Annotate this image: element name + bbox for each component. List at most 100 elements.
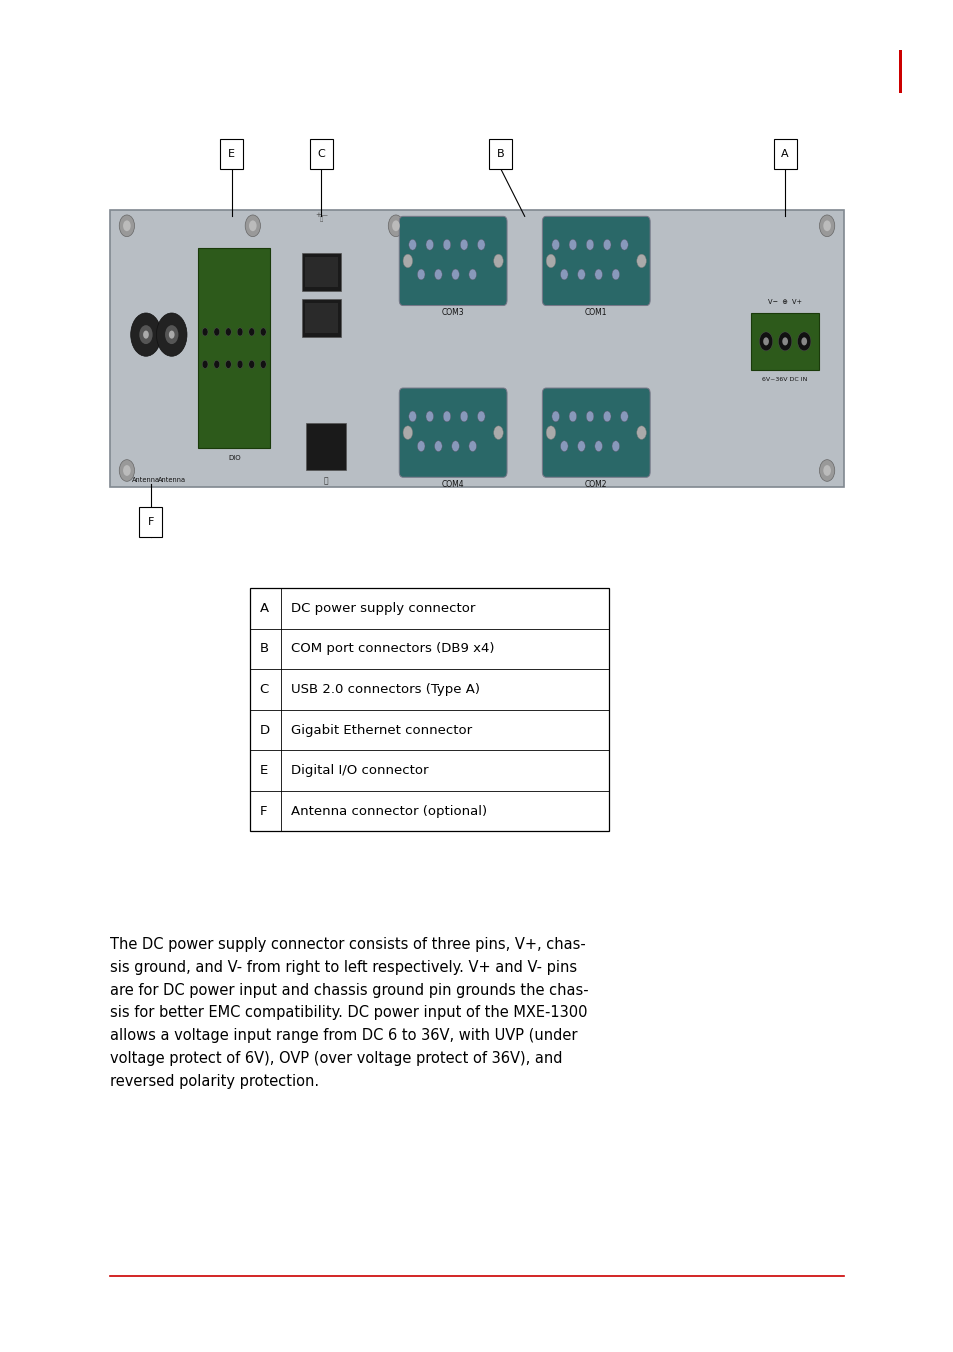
Circle shape: [417, 441, 425, 452]
Circle shape: [637, 254, 646, 268]
Circle shape: [452, 441, 458, 452]
Text: C: C: [317, 149, 325, 160]
Circle shape: [426, 411, 433, 422]
Circle shape: [819, 460, 834, 481]
Text: E: E: [259, 764, 268, 777]
FancyBboxPatch shape: [398, 388, 507, 477]
Circle shape: [131, 314, 161, 357]
Circle shape: [819, 215, 834, 237]
Circle shape: [402, 426, 412, 439]
Circle shape: [202, 329, 208, 337]
Circle shape: [249, 360, 254, 369]
Text: C: C: [259, 683, 269, 696]
Circle shape: [417, 269, 425, 280]
Bar: [305, 303, 337, 333]
Circle shape: [225, 360, 231, 369]
Circle shape: [202, 360, 208, 369]
Text: F: F: [259, 804, 267, 818]
Bar: [773, 139, 796, 169]
Circle shape: [602, 411, 611, 422]
Circle shape: [778, 333, 791, 352]
Circle shape: [119, 460, 134, 481]
Circle shape: [156, 314, 187, 357]
Bar: [310, 139, 333, 169]
FancyBboxPatch shape: [541, 216, 650, 306]
Circle shape: [169, 331, 174, 339]
Text: Antenna: Antenna: [132, 477, 160, 483]
Circle shape: [139, 324, 152, 345]
Circle shape: [602, 239, 611, 250]
Bar: [110, 210, 843, 487]
Circle shape: [595, 269, 602, 280]
Text: F: F: [148, 516, 153, 527]
Circle shape: [762, 338, 768, 346]
Circle shape: [459, 411, 467, 422]
Text: COM port connectors (DB9 x4): COM port connectors (DB9 x4): [291, 642, 494, 656]
Text: ⭐: ⭐: [319, 216, 323, 222]
Circle shape: [494, 426, 503, 439]
Circle shape: [551, 411, 558, 422]
Circle shape: [435, 441, 441, 452]
Circle shape: [559, 269, 568, 280]
Text: Antenna connector (optional): Antenna connector (optional): [291, 804, 487, 818]
Circle shape: [476, 411, 484, 422]
Text: ⌖: ⌖: [324, 476, 328, 485]
Circle shape: [225, 329, 231, 337]
Circle shape: [165, 324, 178, 345]
Bar: [302, 253, 340, 291]
Circle shape: [442, 411, 450, 422]
Circle shape: [822, 465, 830, 476]
Text: Antenna: Antenna: [157, 477, 186, 483]
Circle shape: [408, 239, 416, 250]
Circle shape: [568, 239, 576, 250]
Text: COM1: COM1: [584, 308, 607, 318]
Text: COM2: COM2: [584, 480, 607, 489]
Text: DC power supply connector: DC power supply connector: [291, 602, 475, 615]
Bar: [305, 257, 337, 287]
Circle shape: [619, 411, 627, 422]
Circle shape: [459, 239, 467, 250]
Circle shape: [568, 411, 576, 422]
Text: COM4: COM4: [441, 480, 464, 489]
Circle shape: [797, 333, 810, 352]
Circle shape: [585, 239, 593, 250]
Circle shape: [249, 329, 254, 337]
Circle shape: [260, 329, 266, 337]
Circle shape: [143, 331, 149, 339]
Bar: [302, 299, 340, 337]
Text: Gigabit Ethernet connector: Gigabit Ethernet connector: [291, 723, 472, 737]
Text: B: B: [259, 642, 269, 656]
Bar: [750, 314, 819, 370]
Circle shape: [260, 360, 266, 369]
Circle shape: [822, 220, 830, 231]
Circle shape: [801, 338, 806, 346]
Text: USB 2.0 connectors (Type A): USB 2.0 connectors (Type A): [291, 683, 479, 696]
Circle shape: [392, 220, 399, 231]
Circle shape: [245, 215, 260, 237]
Circle shape: [494, 254, 503, 268]
Circle shape: [402, 254, 412, 268]
Text: +—: +—: [314, 212, 328, 218]
Circle shape: [545, 254, 555, 268]
Circle shape: [469, 441, 476, 452]
Circle shape: [637, 426, 646, 439]
Circle shape: [213, 329, 219, 337]
Circle shape: [408, 411, 416, 422]
Text: A: A: [781, 149, 788, 160]
Bar: [250, 588, 608, 831]
FancyBboxPatch shape: [398, 216, 507, 306]
Circle shape: [611, 441, 619, 452]
Bar: [306, 423, 346, 470]
Circle shape: [426, 239, 433, 250]
Bar: [489, 139, 512, 169]
Circle shape: [619, 239, 627, 250]
Circle shape: [545, 426, 555, 439]
Circle shape: [559, 441, 568, 452]
Circle shape: [585, 411, 593, 422]
Text: V−  ⊕  V+: V− ⊕ V+: [767, 299, 801, 306]
Text: 6V~36V DC IN: 6V~36V DC IN: [761, 377, 807, 381]
Text: DIO: DIO: [228, 454, 240, 461]
Circle shape: [781, 338, 787, 346]
Bar: [220, 139, 243, 169]
Circle shape: [452, 269, 458, 280]
